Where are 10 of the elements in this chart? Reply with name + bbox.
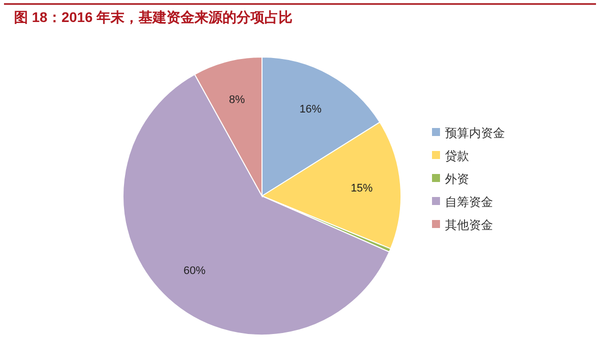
legend-label: 预算内资金: [445, 126, 505, 140]
data-label: 15%: [350, 182, 373, 194]
chart-title: 图 18：2016 年末，基建资金来源的分项占比: [14, 9, 292, 25]
data-label: 60%: [184, 264, 206, 277]
legend-label: 外资: [445, 172, 469, 186]
legend-label: 其他资金: [445, 218, 493, 232]
legend-label: 贷款: [445, 149, 469, 163]
data-label: 16%: [299, 103, 322, 116]
legend-label: 自筹资金: [445, 195, 493, 209]
data-label: 8%: [229, 94, 246, 106]
